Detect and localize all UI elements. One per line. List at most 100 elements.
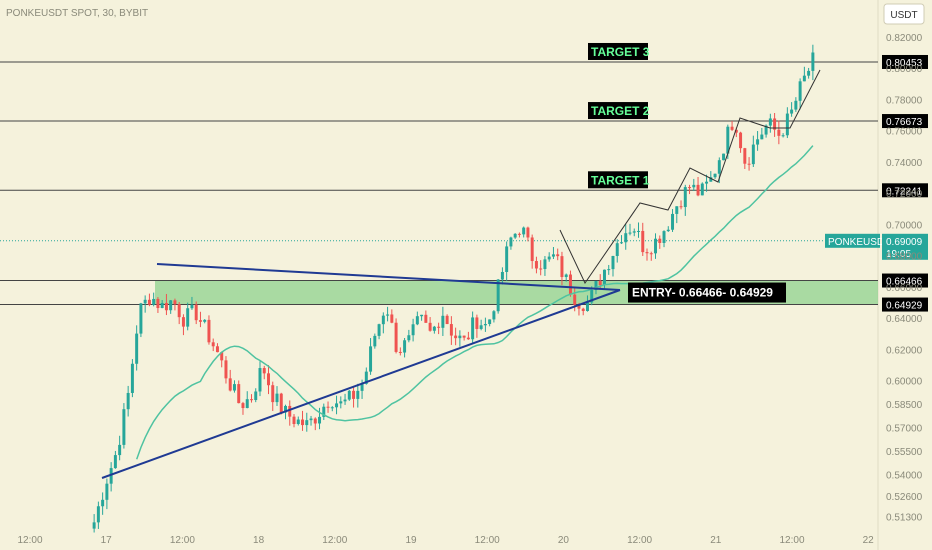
candle-body — [705, 181, 709, 184]
candle-body — [662, 231, 666, 243]
target-label-bg — [588, 171, 648, 189]
candle-body — [326, 406, 330, 408]
y-tick-label: 0.66000 — [886, 283, 923, 294]
candle-body — [343, 399, 347, 402]
candle-body — [339, 401, 343, 404]
candle-body — [228, 378, 232, 391]
x-tick-label: 12:00 — [475, 535, 500, 546]
candle-body — [420, 314, 424, 317]
candle-body — [449, 324, 453, 336]
y-tick-label: 0.54000 — [886, 470, 923, 481]
currency-button[interactable]: USDT — [883, 3, 925, 25]
target-price-badge — [882, 183, 928, 198]
candle-body — [458, 335, 462, 339]
candle-body — [135, 333, 139, 364]
x-tick-label: 20 — [558, 535, 570, 546]
candle-body — [398, 351, 402, 353]
target-label: TARGET 3 — [591, 45, 650, 59]
candle-body — [556, 254, 560, 257]
candle-body — [215, 346, 219, 353]
candle-body — [262, 368, 266, 374]
x-tick-label: 12:00 — [17, 535, 42, 546]
candle-body — [381, 315, 385, 325]
candle-body — [594, 280, 598, 291]
candle-body — [390, 314, 394, 323]
candle-body — [360, 383, 364, 391]
y-tick-label: 0.72000 — [886, 189, 923, 200]
y-tick-label: 0.82000 — [886, 33, 923, 44]
candle-body — [126, 392, 130, 410]
projection-path — [559, 69, 821, 285]
y-tick-label: 0.64000 — [886, 314, 923, 325]
candle-body — [143, 299, 147, 304]
candle-body — [186, 308, 190, 327]
candle-body — [785, 113, 789, 136]
candle-body — [347, 390, 351, 400]
candle-body — [441, 315, 445, 328]
candle-body — [539, 268, 543, 270]
candle-body — [369, 346, 373, 372]
current-price-badge — [882, 233, 928, 260]
candle-body — [220, 352, 224, 361]
candle-body — [211, 342, 215, 347]
candle-body — [751, 144, 755, 165]
candle-body — [654, 238, 658, 254]
candle-body — [581, 308, 585, 312]
y-tick-label: 0.80000 — [886, 64, 923, 75]
candle-body — [356, 390, 360, 399]
candle-body — [530, 237, 534, 262]
candle-body — [505, 246, 509, 272]
candle-body — [717, 160, 721, 174]
candle-body — [352, 390, 356, 399]
candle-body — [335, 403, 339, 408]
candle-body — [551, 254, 555, 257]
candle-body — [615, 243, 619, 256]
candle-body — [666, 229, 670, 232]
candle-body — [811, 52, 815, 71]
candle-body — [411, 324, 415, 336]
y-tick-label: 0.55500 — [886, 447, 923, 458]
entry-price-text: 0.66466 — [886, 277, 923, 288]
candle-body — [620, 242, 623, 244]
candle-body — [709, 177, 713, 182]
target-label-bg — [588, 42, 648, 60]
candle-body — [118, 444, 122, 456]
candle-body — [318, 416, 322, 424]
candle-body — [169, 300, 173, 311]
candle-body — [641, 230, 645, 253]
x-tick-label: 12:00 — [779, 535, 804, 546]
entry-label: ENTRY- 0.66466- 0.64929 — [632, 286, 773, 300]
candle-body — [632, 231, 636, 233]
entry-price-badge — [882, 297, 928, 312]
candle-body — [679, 206, 683, 208]
candle-body — [271, 385, 275, 403]
candle-body — [768, 118, 772, 126]
y-tick-label: 0.74000 — [886, 158, 923, 169]
candle-body — [517, 233, 521, 235]
target-label-bg — [588, 102, 648, 120]
candle-body — [713, 173, 717, 178]
y-tick-label: 0.52600 — [886, 492, 923, 503]
candle-body — [194, 304, 198, 321]
candle-body — [671, 213, 675, 230]
y-tick-label: 0.57000 — [886, 423, 923, 434]
candle-body — [756, 139, 760, 145]
candle-body — [164, 302, 168, 311]
candle-body — [130, 363, 134, 393]
candle-body — [92, 522, 96, 529]
candle-body — [373, 335, 377, 347]
y-tick-label: 0.51300 — [886, 513, 923, 524]
candle-body — [471, 317, 475, 340]
candle-body — [692, 184, 696, 188]
candle-body — [403, 340, 407, 353]
candle-body — [147, 299, 151, 305]
candle-body — [777, 129, 781, 136]
candle-body — [688, 187, 692, 189]
level-labels: TARGET 3 0.80453 TARGET 2 0.76673 TARGET 1 0.… — [588, 42, 928, 312]
y-tick-label: 0.76000 — [886, 127, 923, 138]
candle-body — [454, 335, 458, 339]
candle-body — [364, 371, 368, 384]
candle-body — [160, 302, 164, 309]
candle-body — [683, 187, 687, 208]
